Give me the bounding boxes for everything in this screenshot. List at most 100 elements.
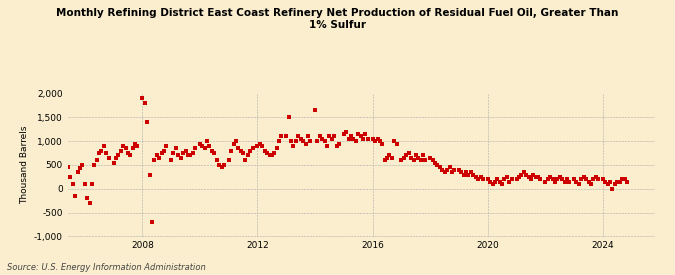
Point (391, 141, 402, 146)
Point (468, 172, 479, 177)
Point (379, 158, 390, 163)
Point (238, 151, 248, 155)
Point (554, 175, 565, 179)
Point (369, 139, 380, 143)
Point (338, 132, 349, 136)
Point (142, 120, 153, 124)
Point (300, 141, 311, 146)
Point (211, 158, 222, 163)
Point (257, 144, 268, 148)
Point (533, 175, 543, 179)
Point (70, 194, 81, 198)
Point (355, 134, 366, 139)
Point (161, 144, 171, 148)
Point (396, 158, 407, 163)
Point (89, 163, 100, 167)
Point (406, 156, 416, 160)
Point (470, 175, 481, 179)
Point (540, 180, 551, 184)
Point (111, 156, 122, 160)
Point (91, 158, 102, 163)
Point (63, 165, 74, 170)
Point (511, 177, 522, 182)
Point (96, 148, 107, 153)
Point (310, 108, 321, 112)
Point (461, 170, 472, 174)
Point (53, 184, 63, 189)
Point (312, 139, 323, 143)
Point (360, 132, 371, 136)
Point (202, 139, 213, 143)
Text: Monthly Refining District East Coast Refinery Net Production of Residual Fuel Oi: Monthly Refining District East Coast Ref… (56, 8, 619, 30)
Point (65, 175, 76, 179)
Point (432, 163, 443, 167)
Point (305, 139, 316, 143)
Point (610, 182, 620, 186)
Point (178, 151, 188, 155)
Point (247, 146, 258, 150)
Point (560, 180, 570, 184)
Point (495, 180, 506, 184)
Point (387, 156, 398, 160)
Point (197, 144, 208, 148)
Point (367, 137, 378, 141)
Point (489, 180, 500, 184)
Point (458, 172, 469, 177)
Point (120, 146, 131, 150)
Point (535, 177, 546, 182)
Point (295, 137, 306, 141)
Point (245, 148, 256, 153)
Point (115, 148, 126, 153)
Point (523, 175, 534, 179)
Point (547, 177, 558, 182)
Point (564, 180, 574, 184)
Point (344, 137, 354, 141)
Point (254, 141, 265, 146)
Point (593, 177, 603, 182)
Point (607, 187, 618, 191)
Point (578, 175, 589, 179)
Point (600, 180, 611, 184)
Point (326, 137, 337, 141)
Point (425, 156, 435, 160)
Point (168, 151, 179, 155)
Point (614, 180, 625, 184)
Point (408, 158, 419, 163)
Point (269, 151, 279, 155)
Point (605, 180, 616, 184)
Point (549, 180, 560, 184)
Point (477, 177, 488, 182)
Point (602, 182, 613, 186)
Point (264, 153, 275, 158)
Point (497, 182, 508, 186)
Point (171, 146, 182, 150)
Point (410, 153, 421, 158)
Point (552, 177, 563, 182)
Point (574, 182, 585, 186)
Point (430, 160, 441, 165)
Point (516, 172, 527, 177)
Point (204, 144, 215, 148)
Point (123, 151, 134, 155)
Point (207, 148, 217, 153)
Point (225, 148, 236, 153)
Point (463, 172, 474, 177)
Point (389, 139, 400, 143)
Point (346, 134, 356, 139)
Point (545, 175, 556, 179)
Point (434, 165, 445, 170)
Point (585, 182, 596, 186)
Point (485, 180, 495, 184)
Point (398, 156, 409, 160)
Point (72, 170, 83, 174)
Point (219, 163, 230, 167)
Point (403, 151, 414, 155)
Point (262, 151, 273, 155)
Point (329, 134, 340, 139)
Point (298, 139, 308, 143)
Point (68, 182, 78, 186)
Point (101, 151, 112, 155)
Point (454, 167, 464, 172)
Point (418, 153, 429, 158)
Point (58, 177, 69, 182)
